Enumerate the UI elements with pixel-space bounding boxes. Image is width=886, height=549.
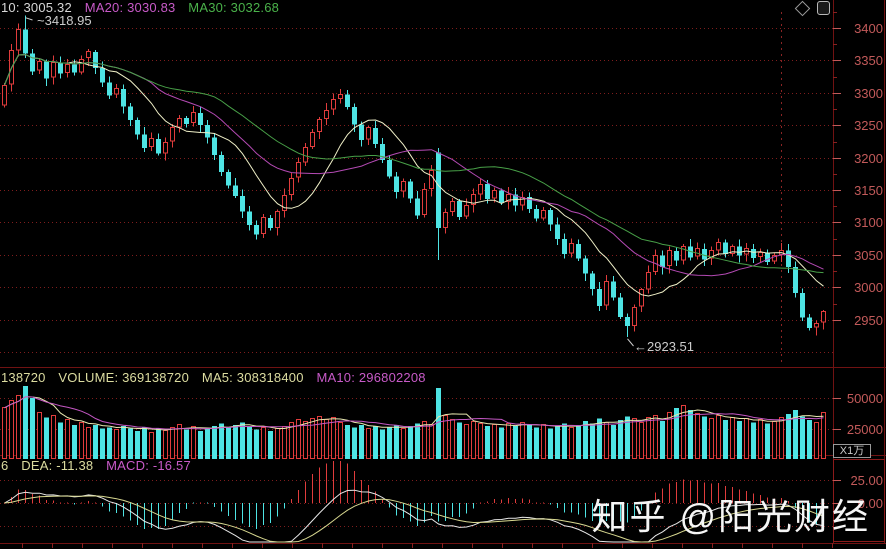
- macd-indicator-header: 6 DEA: -11.38 MACD: -16.57: [1, 458, 200, 473]
- ma30-value-label: MA30: 3032.68: [188, 0, 280, 15]
- axis-label: 3350: [854, 53, 883, 68]
- axis-label: 3000: [854, 280, 883, 295]
- low-price-annotation: ←2923.51: [634, 339, 694, 354]
- dea-value-label: DEA: -11.38: [21, 458, 94, 473]
- axis-label: 3050: [854, 248, 883, 263]
- axis-label: 3250: [854, 118, 883, 133]
- axis-label: 3300: [854, 86, 883, 101]
- axis-label: 3100: [854, 215, 883, 230]
- axis-label: 2950: [854, 313, 883, 328]
- panel-icon[interactable]: [817, 1, 830, 15]
- volume-unit-label: X1万: [833, 444, 871, 458]
- ma20-value-label: MA20: 3030.83: [84, 0, 176, 15]
- axis-label: 25000: [846, 422, 883, 437]
- watermark-zhihu: 知乎 @阳光财经: [591, 496, 870, 537]
- volume-ma10-label: MA10: 296802208: [316, 370, 426, 385]
- axis-label: 0.00: [857, 496, 883, 511]
- macd-value-label: MACD: -16.57: [106, 458, 191, 473]
- volume-value-label: VOLUME: 369138720: [58, 370, 190, 385]
- dif-partial-label: 6: [1, 458, 9, 473]
- axis-label: 50000: [846, 391, 883, 406]
- ma10-value-label: 10: 3005.32: [1, 0, 72, 15]
- main-indicator-header: 10: 3005.32 MA20: 3030.83 MA30: 3032.68: [1, 0, 288, 15]
- axis-label: 3150: [854, 183, 883, 198]
- axis-label: 25.00: [850, 473, 883, 488]
- axis-label: 3400: [854, 21, 883, 36]
- volume-partial-label: 138720: [1, 370, 46, 385]
- volume-ma5-label: MA5: 308318400: [201, 370, 304, 385]
- axis-label: 3200: [854, 151, 883, 166]
- high-price-annotation: ~3418.95: [37, 13, 92, 28]
- volume-indicator-header: 138720 VOLUME: 369138720 MA5: 308318400 …: [1, 370, 435, 385]
